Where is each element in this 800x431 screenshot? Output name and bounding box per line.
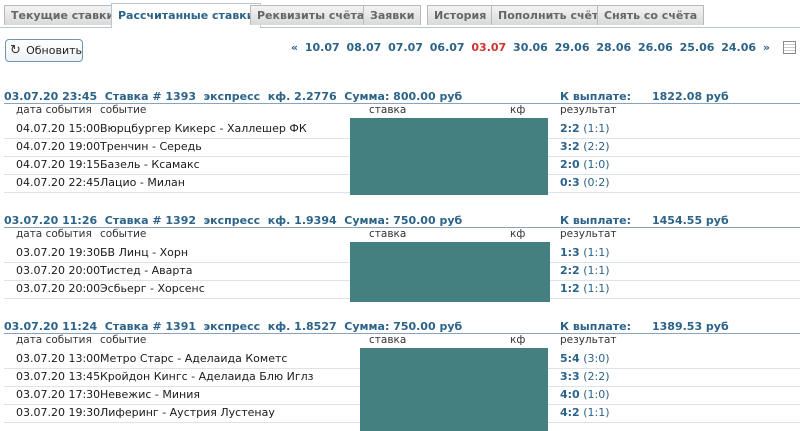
payout-amount: 1822.08 руб [652, 90, 729, 103]
column-header: дата события событие ставка кф результат [4, 103, 800, 118]
refresh-button[interactable]: ↻ Обновить [5, 39, 83, 62]
event-result: 1:3 (1:1) [560, 246, 610, 259]
event-result: 4:2 (1:1) [560, 406, 610, 419]
event-date: 03.07.20 19:30 [16, 406, 101, 419]
bet-payout: К выплате: 1389.53 руб [560, 320, 729, 333]
date-navigation: « 10.07 08.07 07.07 06.07 03.07 30.06 29… [288, 41, 770, 54]
event-name: Эсбьерг - Хорсенс [100, 282, 205, 295]
event-date: 03.07.20 17:30 [16, 388, 101, 401]
event-date: 04.07.20 15:00 [16, 122, 101, 135]
event-result: 2:2 (1:1) [560, 264, 610, 277]
event-name: Тренчин - Середь [100, 140, 202, 153]
col-bet: ставка [369, 334, 407, 346]
refresh-label: Обновить [26, 44, 82, 57]
tab-deposit[interactable]: Пополнить счёт [491, 5, 606, 25]
event-date: 04.07.20 19:15 [16, 158, 101, 171]
redacted-block [360, 348, 548, 431]
tab-account-details[interactable]: Реквизиты счёта [250, 5, 372, 25]
tab-withdraw[interactable]: Снять со счёта [597, 5, 705, 25]
bet-header: 03.07.20 11:26 Ставка # 1392 экспресс кф… [4, 214, 463, 227]
col-date: дата события [16, 104, 92, 116]
date-link[interactable]: 26.06 [637, 41, 673, 54]
col-date: дата события [16, 334, 92, 346]
bet-payout: К выплате: 1454.55 руб [560, 214, 729, 227]
current-date-link[interactable]: 03.07 [471, 41, 507, 54]
event-result: 1:2 (1:1) [560, 282, 610, 295]
event-date: 03.07.20 13:45 [16, 370, 101, 383]
event-name: Базель - Ксамакс [100, 158, 200, 171]
event-date: 04.07.20 19:00 [16, 140, 101, 153]
event-name: Метро Старс - Аделаида Кометс [100, 352, 288, 365]
col-event: событие [100, 228, 147, 240]
date-link[interactable]: 24.06 [721, 41, 757, 54]
event-name: БВ Линц - Хорн [100, 246, 189, 259]
refresh-icon: ↻ [10, 43, 21, 58]
redacted-block [350, 118, 548, 195]
event-date: 04.07.20 22:45 [16, 176, 101, 189]
col-coef: кф [510, 334, 526, 346]
next-dates-link[interactable]: » [762, 41, 770, 54]
payout-amount: 1389.53 руб [652, 320, 729, 333]
payout-amount: 1454.55 руб [652, 214, 729, 227]
column-header: дата события событие ставка кф результат [4, 333, 800, 348]
col-result: результат [560, 104, 617, 116]
tab-current-bets[interactable]: Текущие ставки [4, 5, 122, 25]
event-name: Лиферинг - Аустрия Лустенау [100, 406, 275, 419]
event-date: 03.07.20 20:00 [16, 282, 101, 295]
date-link[interactable]: 29.06 [554, 41, 590, 54]
col-bet: ставка [369, 104, 407, 116]
event-name: Кройдон Кингс - Аделаида Блю Иглз [100, 370, 314, 383]
column-header: дата события событие ставка кф результат [4, 227, 800, 242]
tab-bar: Текущие ставки Рассчитанные ставки Рекви… [0, 0, 800, 28]
event-name: Невежис - Миния [100, 388, 200, 401]
event-name: Вюрцбургер Кикерс - Халлешер ФК [100, 122, 307, 135]
event-date: 03.07.20 20:00 [16, 264, 101, 277]
event-name: Лацио - Милан [100, 176, 185, 189]
col-coef: кф [510, 228, 526, 240]
col-coef: кф [510, 104, 526, 116]
payout-label: К выплате: [560, 90, 632, 103]
col-result: результат [560, 228, 617, 240]
tab-requests[interactable]: Заявки [363, 5, 422, 25]
date-link[interactable]: 10.07 [304, 41, 340, 54]
event-result: 0:3 (0:2) [560, 176, 610, 189]
col-event: событие [100, 104, 147, 116]
tab-history[interactable]: История [427, 5, 494, 25]
date-link[interactable]: 25.06 [679, 41, 715, 54]
col-bet: ставка [369, 228, 407, 240]
event-name: Тистед - Аварта [100, 264, 193, 277]
event-result: 5:4 (3:0) [560, 352, 610, 365]
date-link[interactable]: 06.07 [429, 41, 465, 54]
tab-calculated-bets[interactable]: Рассчитанные ставки [111, 3, 262, 28]
bet-header: 03.07.20 11:24 Ставка # 1391 экспресс кф… [4, 320, 463, 333]
date-link[interactable]: 08.07 [346, 41, 382, 54]
event-result: 4:0 (1:0) [560, 388, 610, 401]
calendar-icon[interactable] [783, 41, 796, 54]
event-result: 2:0 (1:0) [560, 158, 610, 171]
event-date: 03.07.20 13:00 [16, 352, 101, 365]
col-event: событие [100, 334, 147, 346]
payout-label: К выплате: [560, 320, 632, 333]
prev-dates-link[interactable]: « [290, 41, 298, 54]
date-link[interactable]: 30.06 [513, 41, 548, 54]
date-link[interactable]: 07.07 [388, 41, 423, 54]
bet-header: 03.07.20 23:45 Ставка # 1393 экспресс кф… [4, 90, 463, 103]
col-result: результат [560, 334, 617, 346]
col-date: дата события [16, 228, 92, 240]
event-date: 03.07.20 19:30 [16, 246, 101, 259]
redacted-block [350, 242, 550, 302]
bet-payout: К выплате: 1822.08 руб [560, 90, 729, 103]
event-result: 3:3 (2:2) [560, 370, 610, 383]
event-result: 2:2 (1:1) [560, 122, 610, 135]
date-link[interactable]: 28.06 [596, 41, 632, 54]
payout-label: К выплате: [560, 214, 632, 227]
event-result: 3:2 (2:2) [560, 140, 610, 153]
